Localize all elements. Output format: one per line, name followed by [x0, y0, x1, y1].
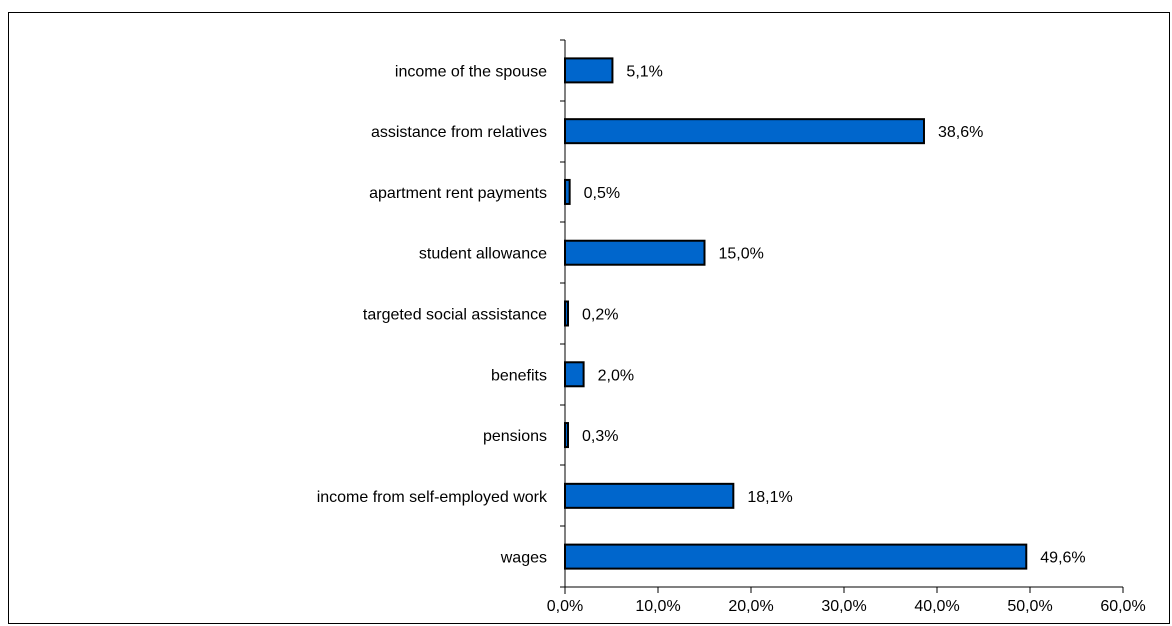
category-label: apartment rent payments: [369, 185, 547, 202]
bar: [564, 482, 735, 509]
data-label: 0,2%: [582, 307, 618, 324]
bar: [564, 239, 706, 266]
category-label: income from self-employed work: [317, 489, 548, 506]
x-tick-label: 30,0%: [821, 598, 866, 615]
bar: [564, 57, 614, 84]
bar: [564, 361, 585, 388]
category-label: pensions: [483, 428, 547, 445]
bar: [564, 422, 569, 449]
data-label: 49,6%: [1040, 550, 1085, 567]
bar: [564, 118, 925, 145]
data-label: 18,1%: [747, 489, 792, 506]
category-label: wages: [500, 550, 547, 567]
x-tick-label: 10,0%: [635, 598, 680, 615]
data-label: 2,0%: [598, 367, 634, 384]
x-tick-label: 20,0%: [728, 598, 773, 615]
data-label: 38,6%: [938, 124, 983, 141]
data-label: 15,0%: [719, 246, 764, 263]
category-label: targeted social assistance: [363, 307, 547, 324]
bar: [564, 300, 569, 327]
data-label: 5,1%: [626, 63, 662, 80]
x-tick-label: 40,0%: [914, 598, 959, 615]
x-tick-label: 50,0%: [1007, 598, 1052, 615]
category-label: benefits: [491, 367, 547, 384]
chart-frame: [8, 12, 1170, 624]
x-tick-label: 0,0%: [547, 598, 583, 615]
x-tick-label: 60,0%: [1100, 598, 1145, 615]
category-label: income of the spouse: [395, 63, 547, 80]
bar: [564, 543, 1028, 570]
category-label: assistance from relatives: [371, 124, 547, 141]
data-label: 0,3%: [582, 428, 618, 445]
bar: [564, 178, 571, 205]
category-label: student allowance: [419, 246, 547, 263]
data-label: 0,5%: [584, 185, 620, 202]
